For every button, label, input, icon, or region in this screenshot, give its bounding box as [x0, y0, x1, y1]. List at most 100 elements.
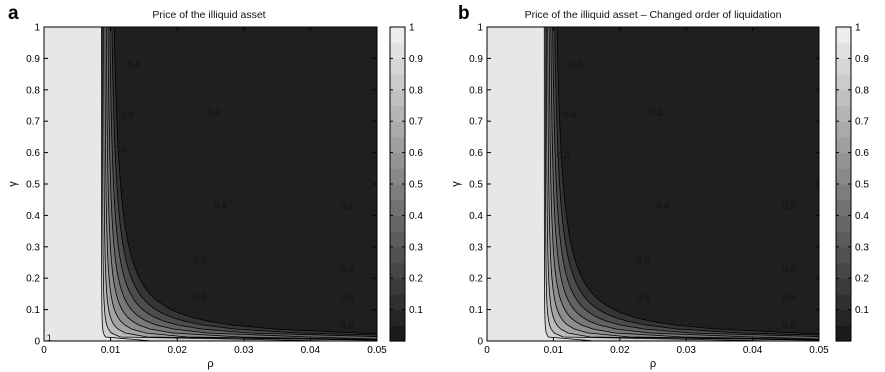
colorbar-cell	[390, 168, 405, 185]
colorbar-tick-label: 0.4	[855, 211, 869, 222]
colorbar-tick-label: 0.8	[409, 85, 423, 96]
colorbar-tick-label: 0.1	[855, 305, 869, 316]
colorbar-tick-label: 0.2	[855, 274, 869, 285]
y-tick-label: 0.6	[469, 148, 483, 159]
colorbar-cell	[390, 293, 405, 311]
colorbar-cell	[836, 105, 851, 122]
colorbar-tick-label: 0.3	[409, 242, 423, 253]
colorbar-cell	[836, 27, 851, 44]
colorbar-tick-label: 1	[855, 23, 861, 34]
colorbar-tick-label: 0.3	[855, 242, 869, 253]
contour-label: 0.6	[340, 292, 353, 303]
colorbar-tick-label: 0.8	[855, 85, 869, 96]
colorbar-tick-label: 0.7	[855, 117, 869, 128]
y-tick-label: 0.4	[469, 211, 483, 222]
colorbar-cell	[836, 278, 851, 295]
y-tick-label: 1	[477, 23, 483, 34]
colorbar-cell	[390, 27, 405, 44]
y-tick-label: 0.3	[469, 242, 483, 253]
contour-line-0.1	[113, 27, 377, 335]
contour-line-0.5	[105, 27, 377, 341]
panel-letter: a	[8, 3, 19, 24]
colorbar-tick-label: 0.9	[855, 54, 869, 65]
colorbar-cell	[836, 184, 851, 201]
y-tick-label: 0.1	[469, 305, 483, 316]
colorbar-cell	[390, 42, 405, 59]
contour-line-0.5	[548, 27, 819, 341]
colorbar-tick-label: 0.5	[855, 180, 869, 191]
chart-title: Price of the illiquid asset	[152, 9, 266, 21]
band-0.1	[44, 27, 377, 341]
y-tick-label: 0.9	[469, 54, 483, 65]
band-0.9	[44, 27, 377, 341]
colorbar-cell	[836, 231, 851, 248]
contour-label: 0.8	[783, 320, 796, 331]
x-tick-label: 0	[41, 345, 47, 356]
contour-line-0.1	[556, 27, 819, 335]
contour-line-0.7	[545, 27, 819, 341]
colorbar-cell	[390, 199, 405, 216]
y-tick-label: 0.5	[26, 180, 40, 191]
contour-line-0.4	[550, 27, 819, 340]
colorbar-cell	[836, 199, 851, 216]
x-axis-label: ρ	[650, 358, 656, 370]
contour-label: 0.6	[563, 110, 576, 121]
contour-label: 0.8	[557, 151, 570, 162]
colorbar-tick-label: 0.6	[409, 148, 423, 159]
colorbar-cell	[836, 136, 851, 154]
colorbar: 0.1 0.2 0.3 0.4 0.5 0.6 0.7 0.8 0.9 1	[389, 23, 423, 342]
colorbar: 0.1 0.2 0.3 0.4 0.5 0.6 0.7 0.8 0.9 1	[835, 23, 869, 342]
contour-label: 0.4	[570, 60, 583, 71]
colorbar-cell	[390, 278, 405, 295]
x-tick-label: 0.04	[743, 345, 763, 356]
colorbar-tick-label: 0.4	[409, 211, 423, 222]
contour-label: 0.2	[207, 107, 220, 118]
contour-label: 0.8	[340, 320, 353, 331]
colorbar-tick-label: 0.6	[855, 148, 869, 159]
colorbar-cell	[390, 246, 405, 264]
contour-line-0.2	[554, 27, 819, 336]
contour-label: 0.2	[340, 201, 353, 212]
colorbar-cell	[836, 74, 851, 91]
contour-line-0.7	[103, 27, 377, 341]
y-tick-label: 0.2	[469, 274, 483, 285]
colorbar-tick-label: 1	[409, 23, 415, 34]
y-tick-label: 0.8	[26, 85, 40, 96]
colorbar-tick-label: 0.7	[409, 117, 423, 128]
colorbar-cell	[390, 184, 405, 201]
y-tick-label: 0.7	[469, 117, 483, 128]
y-axis-label: γ	[7, 181, 19, 187]
contour-chart-b: 0.4 0.6 0.8 0.2 0.4 0.6 0.8 0.2 0.4 0.6 0.8 0 0.01 0.…	[450, 23, 869, 371]
contour-label: 0.4	[214, 201, 227, 212]
band-0.1	[487, 27, 819, 341]
colorbar-cell	[390, 325, 405, 342]
x-tick-label: 0.05	[809, 345, 829, 356]
contour-line-0.4	[107, 27, 377, 340]
contour-label: 0.8	[636, 292, 649, 303]
contour-label: 0.2	[783, 201, 796, 212]
contour-line-0.6	[104, 27, 377, 341]
y-tick-label: 0.2	[26, 274, 40, 285]
contour-label: 0.6	[636, 254, 649, 265]
colorbar-cell	[836, 58, 851, 75]
panel-letter: b	[458, 3, 470, 24]
chart-title: Price of the illiquid asset – Changed or…	[524, 9, 782, 21]
x-tick-label: 0.04	[301, 345, 321, 356]
y-tick-label: 0.3	[26, 242, 40, 253]
colorbar-cell	[390, 74, 405, 91]
colorbar-cell	[836, 325, 851, 342]
colorbar-cell	[836, 215, 851, 232]
contour-line-0.3	[552, 27, 819, 337]
colorbar-tick-label: 0.1	[409, 305, 423, 316]
colorbar-cell	[390, 89, 405, 107]
contour-bands	[487, 27, 819, 341]
contour-label: 0.6	[783, 292, 796, 303]
contour-label: 1	[47, 333, 52, 344]
y-tick-label: 0	[477, 337, 483, 348]
contour-chart-a: 0.40.60.80.20.40.60.80.20.40.60.810 0.01 0…	[7, 23, 423, 371]
contour-label: 0.4	[340, 264, 353, 275]
x-tick-label: 0	[484, 345, 490, 356]
x-tick-label: 0.05	[367, 345, 387, 356]
x-tick-label: 0.01	[544, 345, 564, 356]
x-tick-label: 0.02	[167, 345, 187, 356]
